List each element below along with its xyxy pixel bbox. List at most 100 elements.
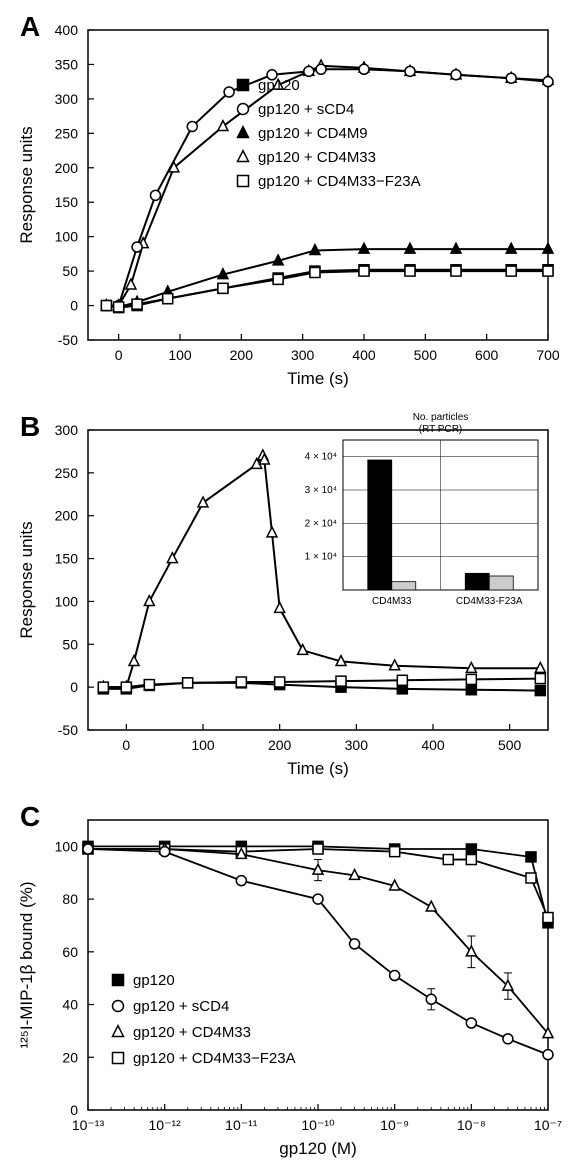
svg-text:100: 100 bbox=[168, 347, 192, 363]
svg-text:100: 100 bbox=[191, 737, 215, 753]
svg-text:100: 100 bbox=[55, 229, 79, 245]
marker-square bbox=[466, 685, 476, 695]
svg-text:(RT PCR): (RT PCR) bbox=[419, 424, 463, 435]
marker-triangle bbox=[144, 596, 154, 606]
svg-text:300: 300 bbox=[55, 91, 79, 107]
marker-circle bbox=[543, 1050, 553, 1060]
svg-text:10⁻¹⁰: 10⁻¹⁰ bbox=[301, 1117, 335, 1133]
marker-triangle bbox=[426, 901, 436, 911]
marker-square bbox=[144, 680, 154, 690]
svg-text:1 × 10⁴: 1 × 10⁴ bbox=[305, 552, 337, 563]
svg-text:4 × 10⁴: 4 × 10⁴ bbox=[305, 452, 337, 463]
marker-square bbox=[390, 847, 400, 857]
svg-text:No. particles: No. particles bbox=[413, 412, 469, 423]
figure-page: A0100200300400500600700-5005010015020025… bbox=[0, 0, 578, 1166]
panel-a-xlabel: Time (s) bbox=[287, 369, 349, 388]
marker-circle bbox=[405, 66, 415, 76]
marker-square bbox=[451, 266, 461, 276]
panel-c-ylabel: ¹²⁵I-MIP-1β bound (%) bbox=[17, 881, 36, 1048]
marker-triangle bbox=[129, 656, 139, 666]
svg-text:150: 150 bbox=[55, 551, 79, 567]
inset-bar bbox=[465, 573, 489, 590]
svg-text:600: 600 bbox=[475, 347, 499, 363]
marker-square bbox=[183, 678, 193, 688]
svg-text:100: 100 bbox=[55, 838, 79, 854]
svg-text:0: 0 bbox=[115, 347, 123, 363]
svg-text:CD4M33-F23A: CD4M33-F23A bbox=[456, 596, 523, 607]
svg-text:300: 300 bbox=[345, 737, 369, 753]
legend-item: gp120 + CD4M33 bbox=[258, 149, 376, 166]
svg-text:0: 0 bbox=[70, 298, 78, 314]
marker-circle bbox=[150, 190, 160, 200]
marker-square bbox=[466, 674, 476, 684]
marker-circle bbox=[132, 242, 142, 252]
svg-text:200: 200 bbox=[55, 160, 79, 176]
marker-circle bbox=[543, 77, 553, 87]
svg-text:0: 0 bbox=[70, 1102, 78, 1118]
svg-text:400: 400 bbox=[352, 347, 376, 363]
svg-text:400: 400 bbox=[421, 737, 445, 753]
marker-triangle bbox=[113, 1026, 124, 1037]
marker-square bbox=[310, 267, 320, 277]
marker-square bbox=[132, 299, 142, 309]
marker-square bbox=[275, 677, 285, 687]
marker-square bbox=[273, 274, 283, 284]
panel-b-ylabel: Response units bbox=[17, 521, 36, 638]
svg-text:10⁻⁷: 10⁻⁷ bbox=[534, 1117, 562, 1133]
marker-square bbox=[526, 852, 536, 862]
svg-text:0: 0 bbox=[122, 737, 130, 753]
svg-text:10⁻¹³: 10⁻¹³ bbox=[72, 1117, 105, 1133]
marker-square bbox=[466, 844, 476, 854]
marker-triangle bbox=[267, 527, 277, 537]
marker-circle bbox=[238, 104, 249, 115]
svg-text:-50: -50 bbox=[58, 332, 78, 348]
svg-text:50: 50 bbox=[62, 263, 78, 279]
svg-text:250: 250 bbox=[55, 465, 79, 481]
marker-square bbox=[238, 176, 249, 187]
marker-square bbox=[238, 80, 249, 91]
panel-c-xlabel: gp120 (M) bbox=[279, 1139, 356, 1158]
marker-circle bbox=[451, 70, 461, 80]
marker-square bbox=[466, 855, 476, 865]
marker-triangle bbox=[218, 121, 228, 131]
marker-square bbox=[543, 266, 553, 276]
panel-a-label: A bbox=[20, 11, 40, 42]
marker-square bbox=[113, 975, 124, 986]
marker-square bbox=[336, 676, 346, 686]
panel-b-xlabel: Time (s) bbox=[287, 759, 349, 778]
marker-square bbox=[121, 682, 131, 692]
legend-item: gp120 + CD4M33 bbox=[133, 1024, 251, 1041]
marker-square bbox=[526, 873, 536, 883]
marker-circle bbox=[313, 894, 323, 904]
legend-item: gp120 bbox=[133, 972, 175, 989]
panel-b-label: B bbox=[20, 411, 40, 442]
figure-svg: A0100200300400500600700-5005010015020025… bbox=[0, 0, 578, 1166]
marker-square bbox=[359, 266, 369, 276]
marker-square bbox=[443, 855, 453, 865]
svg-text:200: 200 bbox=[230, 347, 254, 363]
svg-text:2 × 10⁴: 2 × 10⁴ bbox=[305, 518, 337, 529]
legend-item: gp120 bbox=[258, 77, 300, 94]
marker-square bbox=[397, 675, 407, 685]
svg-text:40: 40 bbox=[62, 997, 78, 1013]
marker-square bbox=[98, 682, 108, 692]
svg-text:10⁻⁸: 10⁻⁸ bbox=[457, 1117, 486, 1133]
marker-circle bbox=[506, 73, 516, 83]
marker-circle bbox=[350, 939, 360, 949]
legend-item: gp120 + sCD4 bbox=[133, 998, 229, 1015]
svg-text:500: 500 bbox=[498, 737, 522, 753]
svg-text:20: 20 bbox=[62, 1049, 78, 1065]
svg-text:500: 500 bbox=[414, 347, 438, 363]
svg-text:100: 100 bbox=[55, 593, 79, 609]
marker-square bbox=[506, 266, 516, 276]
marker-square bbox=[101, 301, 111, 311]
svg-text:150: 150 bbox=[55, 194, 79, 210]
marker-circle bbox=[224, 87, 234, 97]
svg-text:CD4M33: CD4M33 bbox=[372, 596, 412, 607]
marker-circle bbox=[113, 1001, 124, 1012]
svg-text:-50: -50 bbox=[58, 722, 78, 738]
svg-text:250: 250 bbox=[55, 125, 79, 141]
marker-circle bbox=[316, 64, 326, 74]
svg-text:10⁻¹²: 10⁻¹² bbox=[149, 1117, 182, 1133]
svg-text:300: 300 bbox=[55, 422, 79, 438]
